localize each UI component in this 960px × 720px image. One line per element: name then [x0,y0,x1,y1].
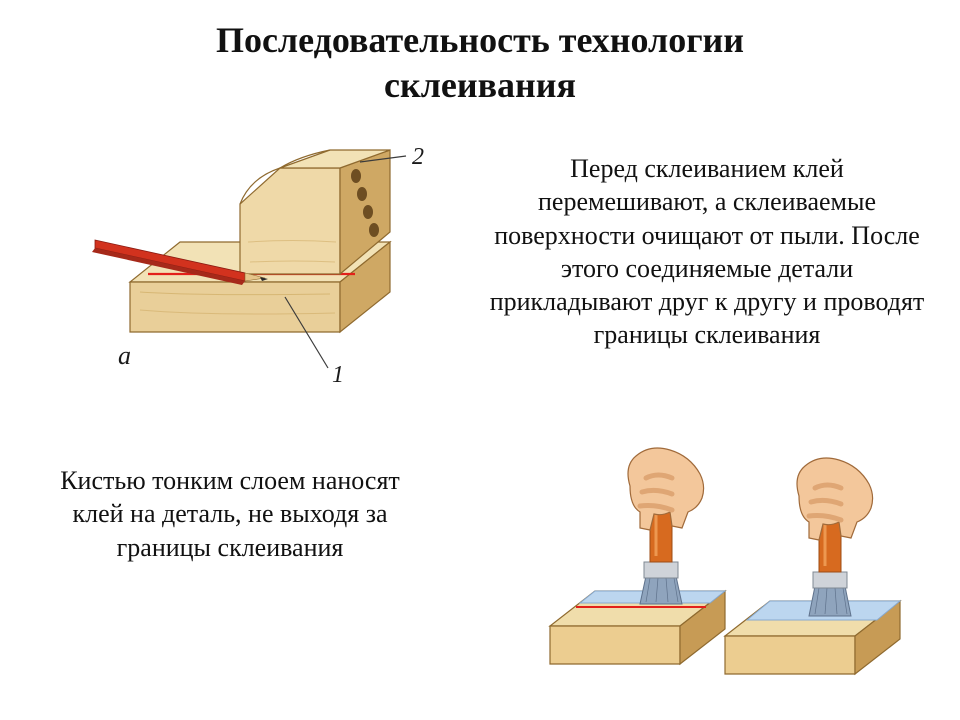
callout-1-label: 1 [332,362,344,388]
figure-a-label: а [118,341,131,370]
right-block-group [725,458,900,674]
title-line-2: склеивания [384,65,576,105]
paragraph-applying-glue: Кистью тонким слоем наносят клей на дета… [40,464,420,564]
title-line-1: Последовательность технологии [216,20,744,60]
callout-2-label: 2 [412,144,424,170]
figure-a-wood-marking: 2 1 а [90,132,430,402]
page-title: Последовательность технологии склеивания [0,0,960,114]
paragraph-preparation: Перед склеиванием клей перемешивают, а с… [482,152,932,352]
left-block-group [550,448,725,664]
figure-b-brushing-glue [530,426,910,696]
content-area: 2 1 а Перед склеиванием клей перемешиваю… [0,114,960,714]
